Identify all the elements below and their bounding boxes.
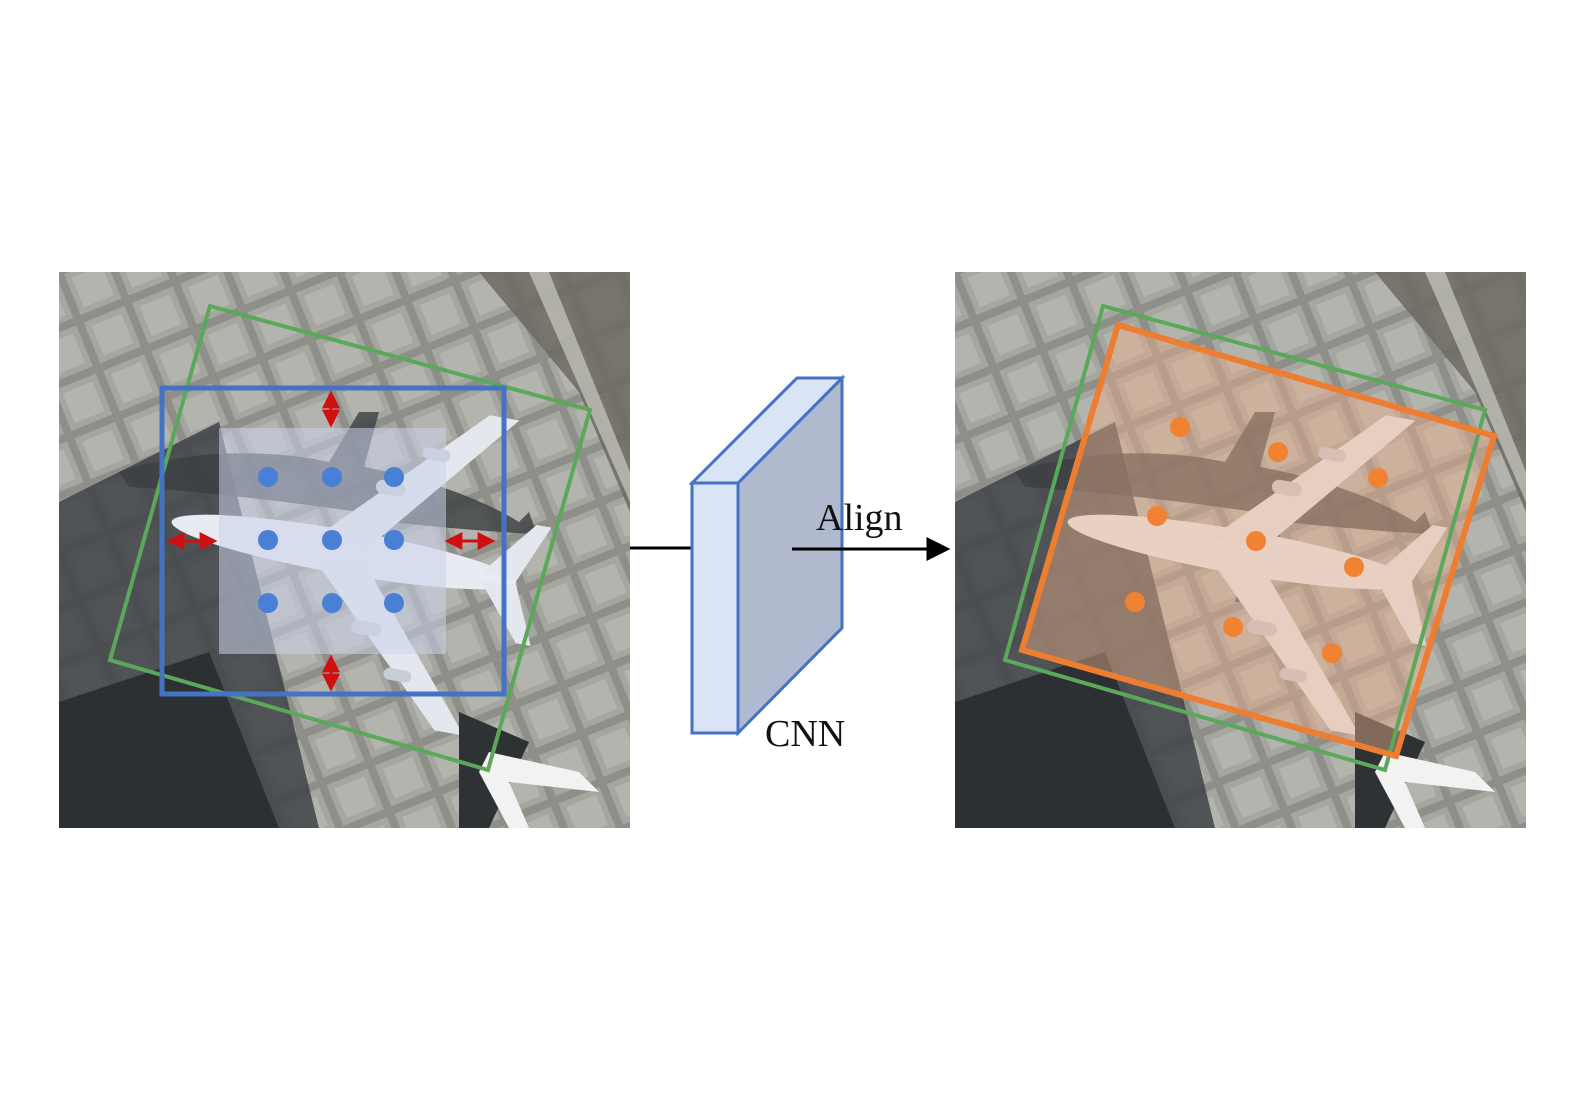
align-label: Align xyxy=(816,497,903,539)
blue-horizontal-box xyxy=(159,385,507,697)
green-rotated-box xyxy=(107,303,593,773)
cnn-block xyxy=(688,374,846,737)
aligned-point xyxy=(1368,468,1388,488)
orange-dots xyxy=(1125,417,1388,663)
orange-aligned-box xyxy=(1018,321,1498,760)
aligned-point xyxy=(1268,442,1288,462)
sampling-point xyxy=(258,530,278,550)
cnn-label: CNN xyxy=(765,713,845,755)
sampling-point xyxy=(322,530,342,550)
sampling-point xyxy=(384,530,404,550)
input-image-panel xyxy=(59,272,630,828)
sampling-point xyxy=(384,467,404,487)
aligned-point xyxy=(1170,417,1190,437)
aligned-point xyxy=(1223,617,1243,637)
sampling-point xyxy=(258,593,278,613)
aligned-point xyxy=(1322,643,1342,663)
blue-dot-grid xyxy=(258,467,404,613)
cnn-block-front xyxy=(690,481,740,735)
sampling-point xyxy=(322,467,342,487)
sampling-point xyxy=(384,593,404,613)
sampling-point xyxy=(322,593,342,613)
red-offset-arrows xyxy=(166,390,496,692)
output-image-panel xyxy=(955,272,1526,828)
aligned-point xyxy=(1246,531,1266,551)
green-rotated-box xyxy=(1002,303,1488,773)
sampling-point xyxy=(258,467,278,487)
aligned-point xyxy=(1125,592,1145,612)
aligned-point xyxy=(1147,506,1167,526)
aligned-point xyxy=(1344,557,1364,577)
